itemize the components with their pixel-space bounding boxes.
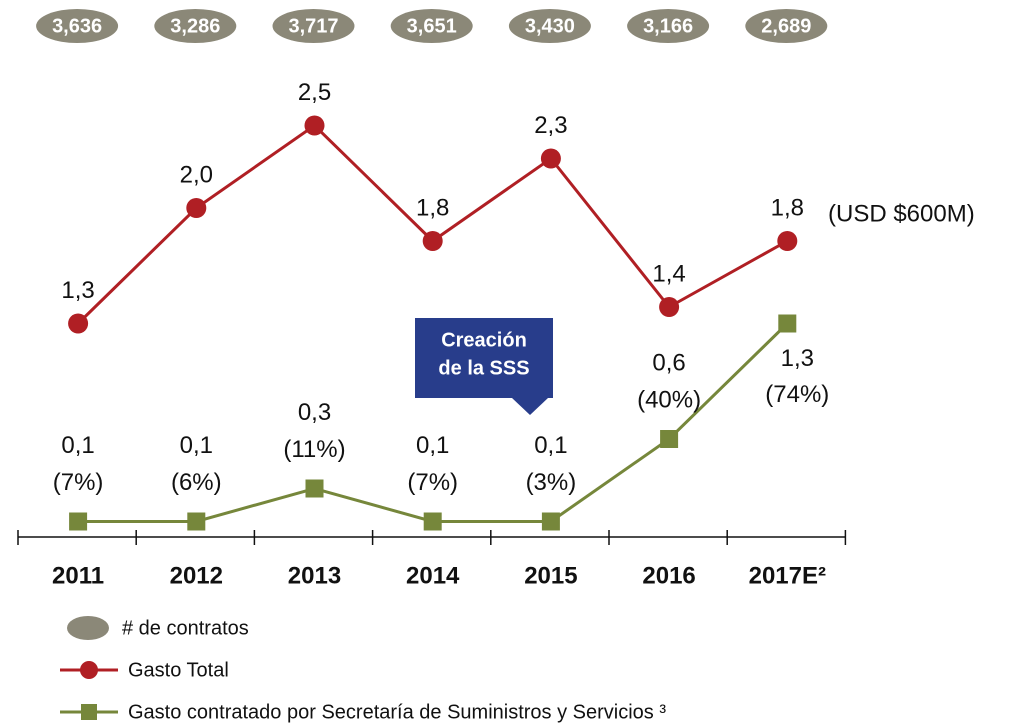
data-label: 0,3: [298, 399, 331, 426]
marker: [778, 314, 797, 333]
legend-swatch: [81, 704, 97, 720]
data-label: 0,1: [180, 432, 213, 459]
data-label: 1,4: [652, 260, 685, 287]
legend-swatch: [67, 616, 109, 640]
share-label: (7%): [407, 469, 458, 496]
share-label: (11%): [283, 436, 345, 463]
legend-label: Gasto contratado por Secretaría de Sumin…: [128, 701, 666, 723]
data-label: 2,0: [180, 161, 213, 188]
callout-box: [415, 318, 553, 398]
contract-label: 3,717: [288, 15, 338, 37]
contract-oval: [390, 9, 473, 43]
marker: [187, 512, 206, 531]
marker: [777, 231, 798, 251]
data-label: 0,1: [534, 432, 567, 459]
contract-label: 3,651: [407, 15, 457, 37]
share-label: (3%): [526, 469, 577, 496]
x-tick-label: 2012: [170, 562, 223, 589]
callout-text: Creación: [441, 329, 527, 351]
contract-oval: [154, 9, 237, 43]
contract-oval: [627, 9, 710, 43]
marker: [68, 313, 89, 334]
legend-swatch: [80, 661, 98, 679]
callout: Creación de la SSS: [415, 318, 553, 415]
data-label: 1,3: [781, 345, 814, 372]
contract-label: 3,636: [52, 15, 102, 37]
share-label: (40%): [637, 386, 701, 413]
series-line: [77, 123, 789, 325]
data-label: 0,1: [416, 432, 449, 459]
annotation: (USD $600M): [828, 200, 975, 227]
data-label: 0,6: [652, 349, 685, 376]
contract-label: 2,689: [761, 15, 811, 37]
data-label: 1,3: [61, 277, 94, 304]
marker: [305, 479, 324, 498]
marker: [540, 148, 561, 169]
marker: [541, 512, 560, 531]
data-label: 2,5: [298, 79, 331, 106]
contract-oval: [745, 9, 828, 43]
data-label: 2,3: [534, 112, 567, 139]
contract-label: 3,430: [525, 15, 575, 37]
share-label: (7%): [53, 469, 104, 496]
x-tick-label: 2013: [288, 562, 341, 589]
marker: [423, 512, 442, 531]
callout-text: de la SSS: [438, 357, 529, 379]
x-tick-label: 2014: [406, 562, 460, 589]
marker: [660, 430, 679, 448]
contract-oval: [508, 9, 591, 43]
contract-label: 3,286: [170, 15, 220, 37]
marker: [69, 512, 88, 531]
data-label: 1,8: [416, 194, 449, 221]
legend-label: # de contratos: [122, 617, 249, 639]
data-label: 1,8: [771, 194, 804, 221]
contract-oval: [272, 9, 355, 43]
x-tick-label: 2011: [52, 562, 104, 589]
callout-pointer: [512, 398, 548, 415]
contract-label: 3,166: [643, 15, 693, 37]
legend-label: Gasto Total: [128, 659, 229, 681]
marker: [659, 297, 680, 317]
x-tick-label: 2015: [524, 562, 577, 589]
contract-oval: [36, 9, 119, 43]
marker: [304, 115, 325, 136]
data-label: 0,1: [61, 432, 94, 459]
share-label: (74%): [765, 381, 829, 408]
marker: [422, 231, 443, 251]
share-label: (6%): [171, 469, 222, 496]
x-tick-label: 2016: [642, 562, 695, 589]
x-tick-label: 2017E²: [749, 562, 826, 589]
marker: [186, 198, 207, 218]
